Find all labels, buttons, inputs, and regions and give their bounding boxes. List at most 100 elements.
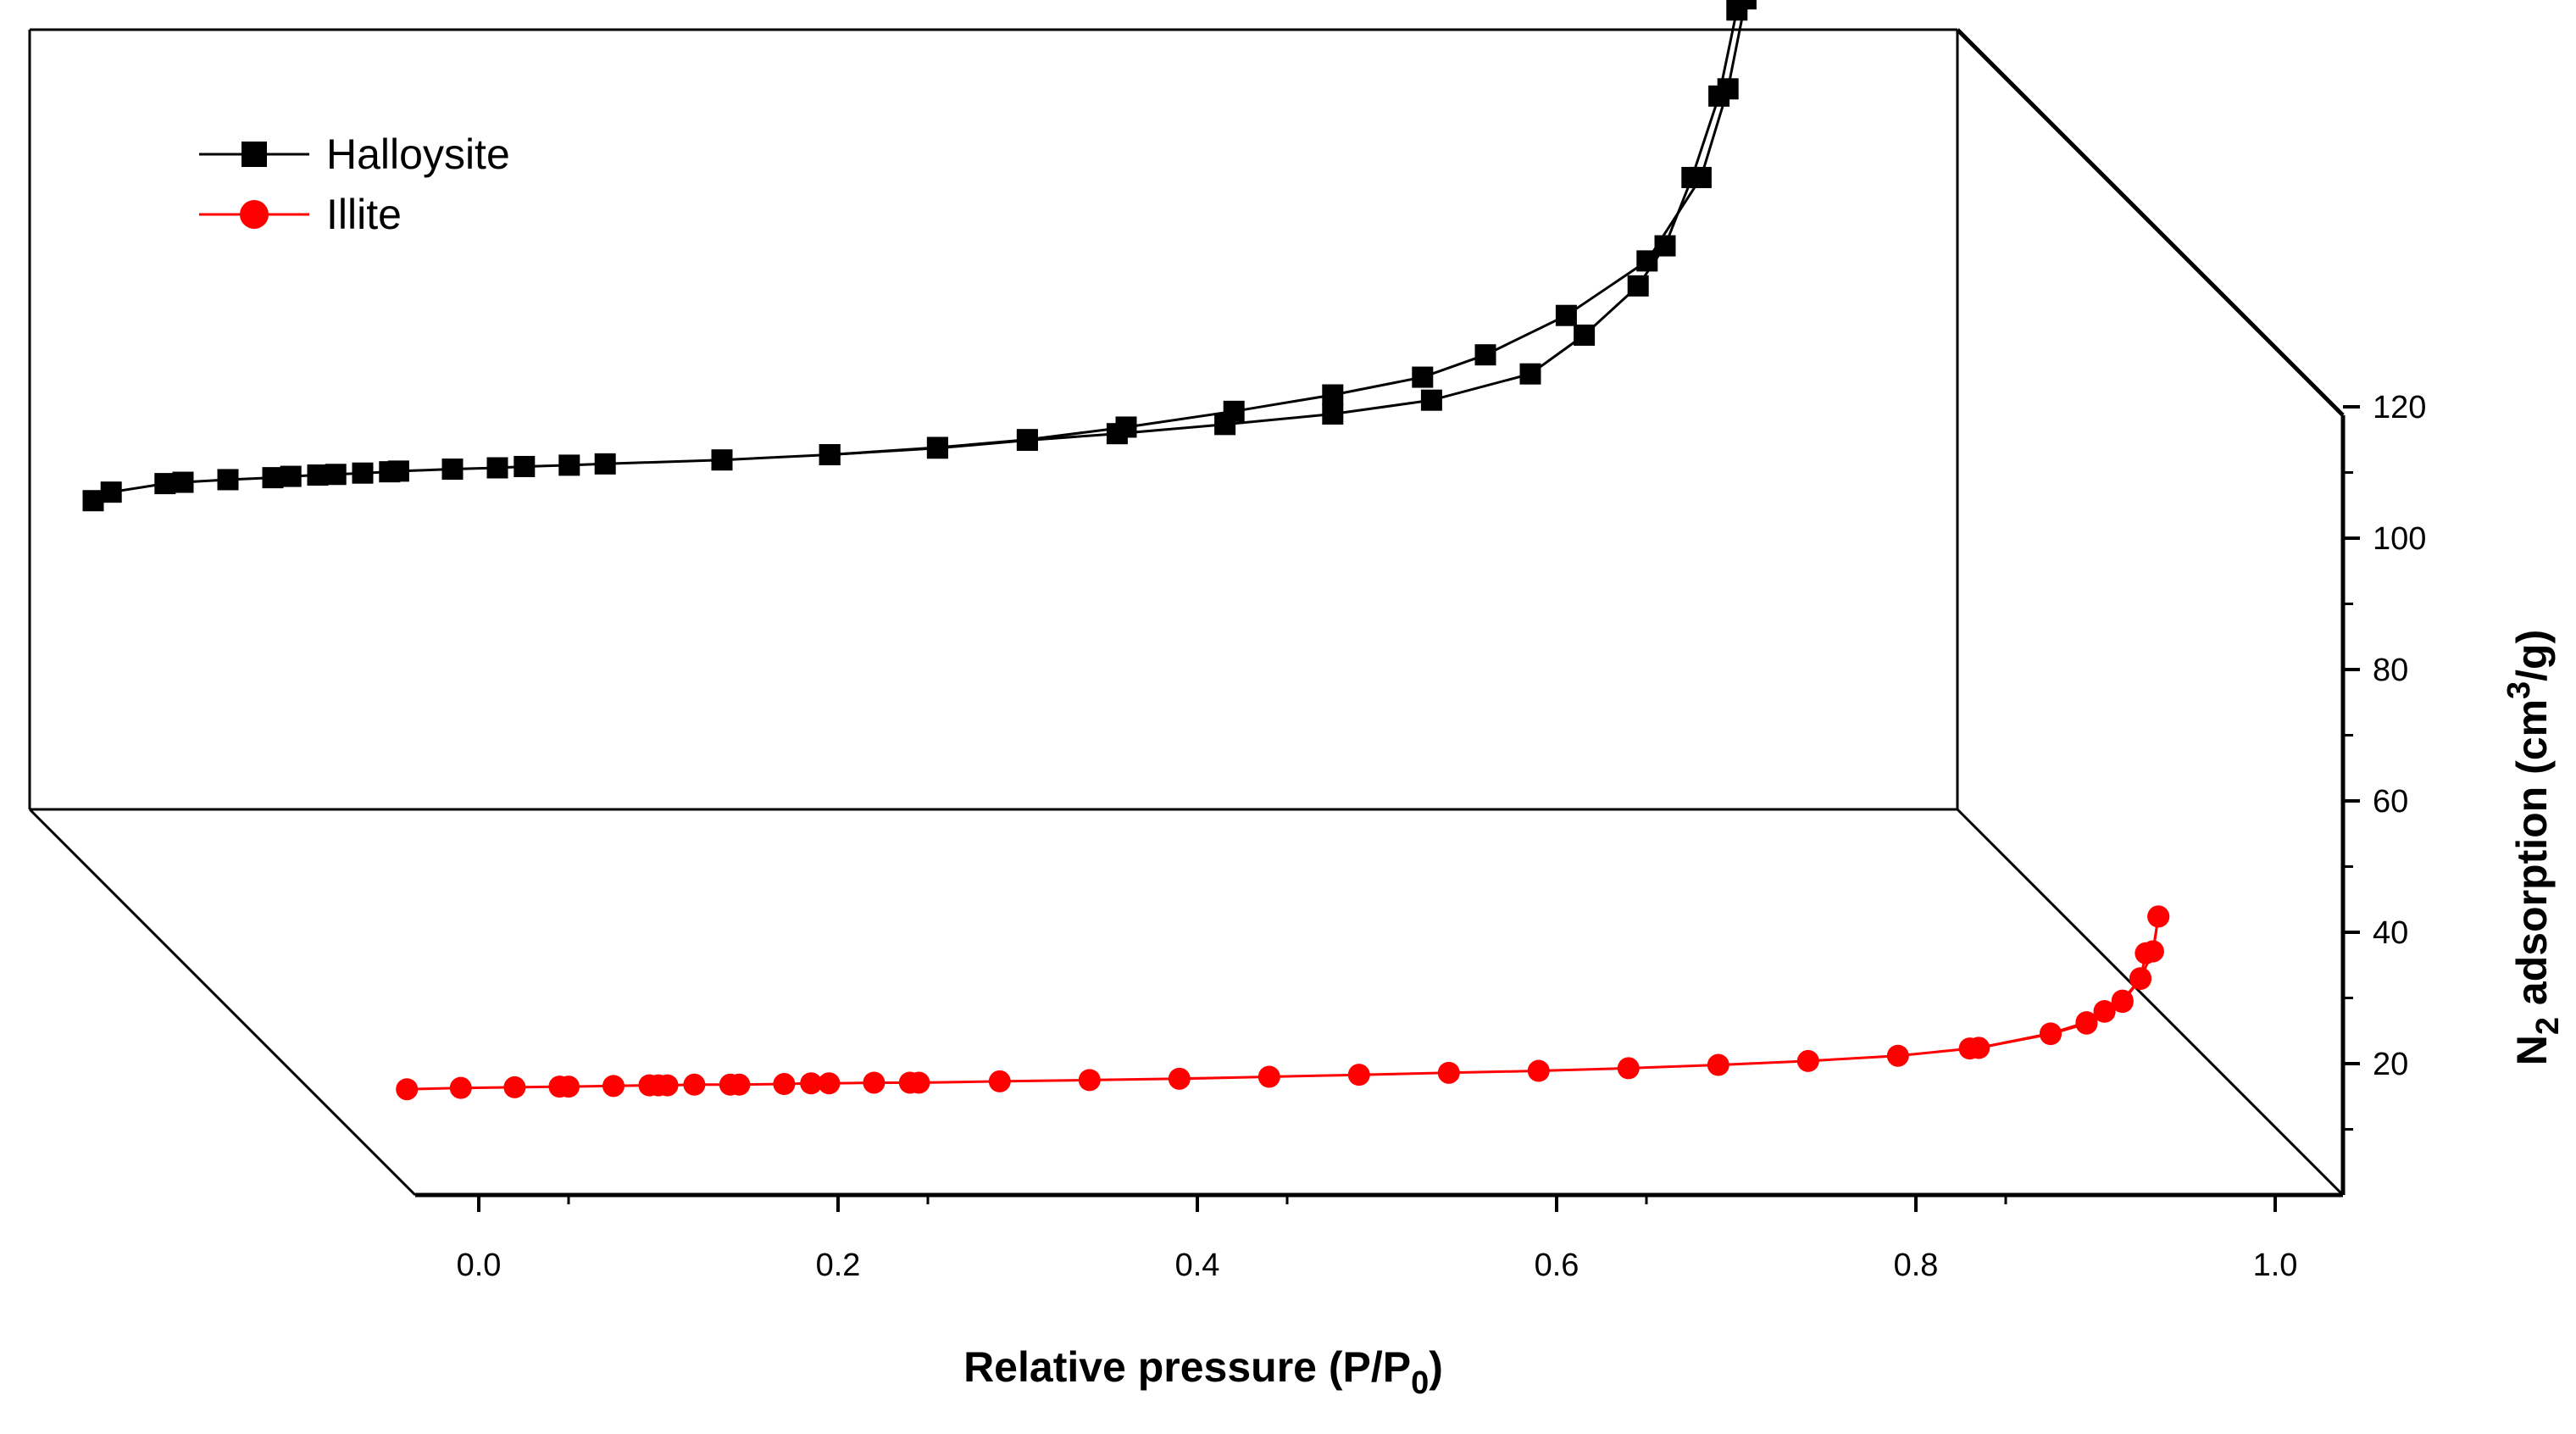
data-point-halloysite: [819, 444, 841, 465]
y-tick-label: 60: [2373, 784, 2408, 820]
data-point-illite: [449, 1076, 472, 1099]
data-point-halloysite: [262, 467, 284, 489]
data-point-illite: [503, 1076, 526, 1098]
data-point-illite: [1796, 1049, 1819, 1072]
data-point-halloysite: [307, 464, 329, 486]
data-point-illite: [863, 1071, 886, 1094]
y-tick-label: 120: [2373, 390, 2426, 425]
x-tick-label: 0.8: [1894, 1248, 1939, 1283]
data-point-illite: [396, 1078, 419, 1101]
floor-right-edge: [1956, 808, 2345, 1197]
data-point-illite: [728, 1073, 751, 1096]
legend-marker-halloysite: [242, 142, 267, 167]
data-point-halloysite: [1420, 389, 1442, 411]
data-point-halloysite: [1717, 78, 1739, 100]
data-point-illite: [2075, 1011, 2098, 1034]
x-axis-ticks: 0.0 0.2 0.4 0.6 0.8 1.0: [457, 1195, 2298, 1283]
data-point-illite: [2111, 989, 2134, 1012]
data-point-halloysite: [558, 454, 580, 476]
data-point-halloysite: [325, 464, 347, 486]
y-axis-ticks: 20 40 60 80 100 120: [2343, 390, 2426, 1131]
data-point-illite: [1168, 1067, 1191, 1090]
data-point-illite: [558, 1076, 580, 1098]
data-point-illite: [1347, 1064, 1370, 1087]
data-point-halloysite: [1574, 324, 1596, 346]
data-point-illite: [1968, 1037, 1990, 1059]
data-point-illite: [2093, 1000, 2116, 1022]
data-point-halloysite: [1322, 384, 1344, 406]
data-point-illite: [800, 1072, 823, 1095]
data-point-halloysite: [1636, 250, 1658, 272]
data-point-halloysite: [1474, 344, 1496, 366]
data-point-illite: [1886, 1044, 1909, 1067]
x-axis-title-subscript: 0: [1411, 1365, 1429, 1401]
series-line-halloysite-adsorption: [92, 0, 1740, 503]
data-point-illite: [656, 1074, 679, 1097]
data-point-halloysite: [1322, 403, 1344, 425]
y-tick-label: 40: [2373, 915, 2408, 951]
legend-item-illite: Illite: [199, 191, 402, 238]
data-point-halloysite: [172, 471, 194, 493]
data-point-halloysite: [82, 490, 104, 512]
data-point-halloysite: [1412, 366, 1434, 388]
legend: Halloysite Illite: [199, 131, 510, 238]
data-point-halloysite: [387, 460, 409, 482]
data-point-illite: [1617, 1057, 1640, 1080]
x-axis-title: Relative pressure (P/P0): [963, 1343, 1443, 1401]
data-point-halloysite: [217, 469, 239, 491]
data-point-halloysite: [441, 459, 464, 481]
data-point-illite: [1707, 1053, 1729, 1076]
data-point-halloysite: [1555, 304, 1577, 326]
data-point-halloysite: [100, 481, 122, 503]
data-point-illite: [1257, 1065, 1280, 1088]
data-point-halloysite: [486, 457, 508, 479]
data-point-halloysite: [594, 453, 616, 475]
data-point-illite: [908, 1071, 930, 1094]
floor-left-edge: [28, 808, 417, 1197]
legend-marker-illite: [240, 200, 269, 229]
data-point-halloysite: [1627, 275, 1649, 297]
data-point-halloysite: [1016, 429, 1038, 451]
x-tick-label: 0.0: [457, 1248, 502, 1283]
data-point-illite: [988, 1070, 1011, 1092]
data-point-illite: [2040, 1022, 2062, 1045]
data-point-illite: [773, 1073, 796, 1096]
data-point-halloysite: [514, 455, 536, 477]
y-axis-title: N2 adsorption (cm3/g): [2501, 630, 2566, 1066]
series-illite: [396, 905, 2170, 1101]
legend-label-halloysite: Halloysite: [326, 131, 510, 178]
data-point-illite: [1437, 1061, 1460, 1084]
data-point-halloysite: [352, 462, 374, 484]
data-point-halloysite: [1735, 0, 1757, 10]
data-point-halloysite: [1690, 166, 1712, 188]
data-point-halloysite: [280, 465, 302, 487]
y-tick-label: 20: [2373, 1047, 2408, 1082]
data-point-illite: [1078, 1069, 1101, 1092]
data-point-illite: [602, 1075, 625, 1098]
series-line-halloysite-desorption: [830, 0, 1747, 456]
series-layer: [82, 0, 2170, 1101]
y-axis-title-group: N2 adsorption (cm3/g): [2501, 630, 2566, 1066]
x-tick-label: 0.6: [1535, 1248, 1579, 1283]
y-axis-title-superscript: 3: [2501, 681, 2537, 699]
data-point-illite: [2141, 940, 2164, 963]
data-point-halloysite: [926, 436, 948, 459]
x-tick-label: 0.2: [816, 1248, 861, 1283]
data-point-halloysite: [1115, 416, 1137, 438]
series-halloysite: [82, 0, 1757, 512]
x-tick-label: 0.4: [1175, 1248, 1220, 1283]
data-point-illite: [2147, 905, 2170, 928]
data-point-halloysite: [154, 473, 176, 495]
data-point-illite: [818, 1072, 841, 1095]
y-tick-label: 80: [2373, 653, 2408, 688]
legend-item-halloysite: Halloysite: [199, 131, 510, 178]
y-axis-title-subscript: 2: [2530, 1017, 2566, 1035]
data-point-halloysite: [1654, 235, 1676, 257]
data-point-illite: [2129, 967, 2151, 990]
data-point-illite: [683, 1073, 706, 1096]
plot-frame: [28, 28, 2346, 1198]
top-right-edge: [1956, 28, 2345, 417]
x-tick-label: 1.0: [2253, 1248, 2298, 1283]
legend-label-illite: Illite: [326, 191, 402, 238]
